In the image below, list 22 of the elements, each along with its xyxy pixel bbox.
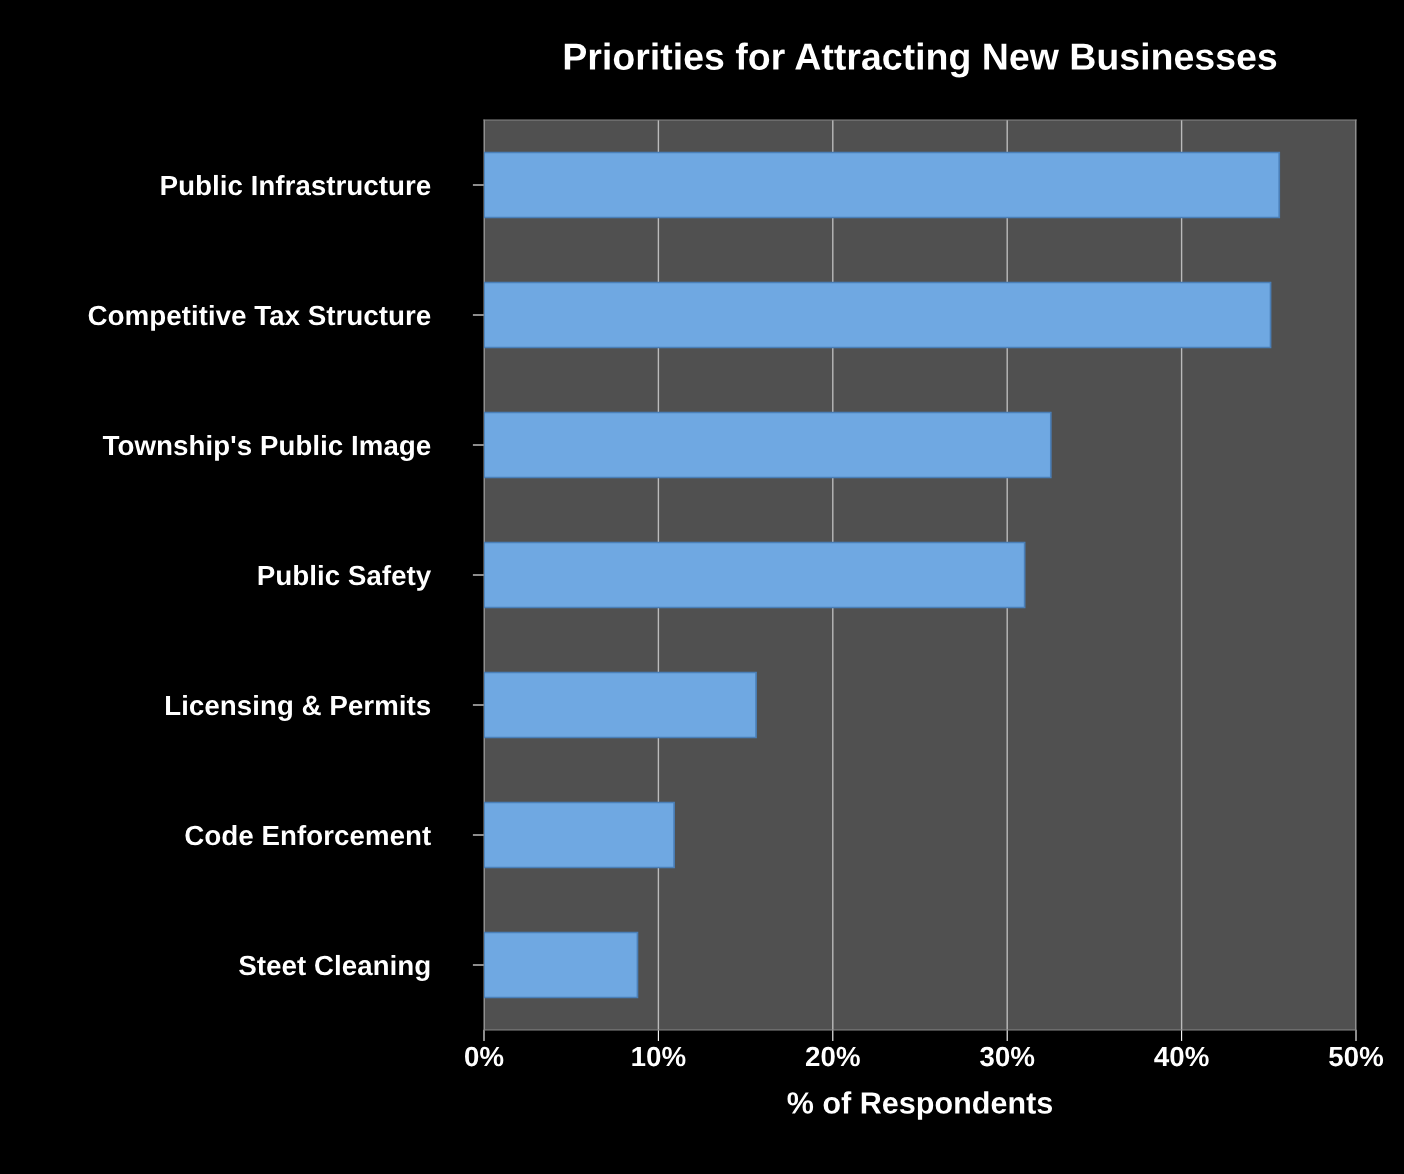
y-tick-label: Public Safety (258, 564, 432, 591)
x-tick-label: 40% (1154, 1046, 1209, 1067)
bar (484, 541, 1026, 609)
x-axis-title: % of Respondents (787, 1091, 1053, 1120)
x-tick-label: 50% (1329, 1046, 1384, 1067)
chart-title: Priorities for Attracting New Businesses (564, 42, 1277, 78)
bar (484, 151, 1281, 219)
y-tick-label: Code Enforcement (185, 824, 431, 846)
x-tick-label: 20% (805, 1046, 860, 1067)
y-tick-label: Steet Cleaning (239, 954, 430, 981)
y-tick-label: Competitive Tax Structure (88, 304, 431, 331)
bar (484, 411, 1052, 479)
bar (484, 281, 1272, 349)
y-tick-label: Licensing & Permits (166, 694, 431, 721)
bar (484, 801, 675, 869)
bar (484, 671, 757, 739)
x-tick-label: 30% (980, 1046, 1035, 1067)
y-tick-label: Public Infrastructure (161, 174, 431, 196)
x-tick-label: 10% (632, 1046, 686, 1067)
x-tick-label: 0% (465, 1046, 504, 1067)
y-tick-label: Township's Public Image (102, 434, 431, 461)
bar (484, 931, 639, 999)
